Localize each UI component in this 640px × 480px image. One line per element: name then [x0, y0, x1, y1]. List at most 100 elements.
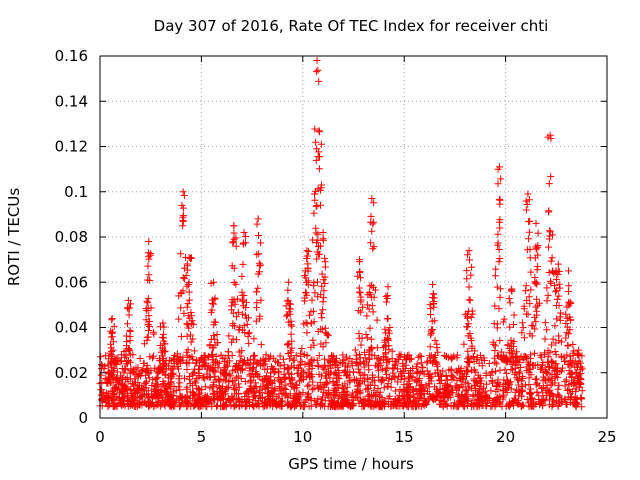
data-point: [114, 354, 122, 362]
data-point: [177, 289, 185, 297]
data-point: [317, 310, 325, 318]
data-point: [363, 385, 371, 393]
data-point: [455, 391, 463, 399]
data-point: [538, 385, 546, 392]
data-point: [263, 381, 271, 389]
data-point: [324, 389, 332, 397]
data-point: [539, 377, 547, 385]
data-point: [110, 403, 118, 411]
data-point: [201, 352, 209, 360]
data-point: [310, 356, 318, 364]
data-point: [161, 402, 169, 410]
data-point: [236, 362, 244, 370]
data-point: [243, 320, 251, 328]
data-point: [377, 378, 385, 386]
data-point: [303, 351, 311, 359]
data-point: [242, 398, 250, 406]
data-point: [354, 272, 362, 280]
data-point: [548, 254, 556, 262]
data-point: [567, 393, 575, 401]
data-point: [241, 378, 249, 385]
data-point: [551, 374, 559, 382]
data-point: [310, 209, 318, 217]
data-point: [496, 224, 504, 232]
data-point: [575, 346, 583, 354]
data-point: [482, 369, 490, 377]
data-point: [476, 351, 484, 359]
data-point: [527, 286, 535, 294]
data-point: [217, 403, 225, 410]
data-point: [241, 311, 249, 319]
data-point: [442, 352, 450, 360]
data-point: [493, 283, 501, 291]
data-point: [464, 368, 472, 376]
chart-title: Day 307 of 2016, Rate Of TEC Index for r…: [154, 17, 549, 35]
data-point: [206, 373, 214, 381]
data-point: [338, 360, 346, 368]
data-point: [487, 403, 495, 411]
data-point: [175, 356, 182, 364]
data-point: [572, 368, 580, 376]
data-point: [150, 352, 157, 360]
data-point: [548, 403, 556, 410]
data-point: [412, 385, 420, 393]
data-point: [363, 358, 371, 366]
data-point: [183, 320, 191, 328]
data-point: [286, 375, 293, 382]
data-point: [184, 352, 192, 360]
data-point: [532, 381, 540, 389]
data-point: [148, 382, 156, 389]
data-point: [185, 253, 193, 261]
data-point: [496, 255, 504, 262]
data-point: [552, 302, 560, 309]
data-point: [518, 401, 526, 409]
data-point: [400, 392, 408, 400]
data-point: [153, 390, 161, 398]
data-point: [431, 336, 439, 344]
data-point: [144, 295, 152, 303]
data-point: [356, 289, 364, 297]
data-point: [210, 300, 217, 308]
data-point: [367, 239, 375, 247]
data-point: [188, 353, 196, 361]
data-point: [503, 355, 511, 363]
data-point: [231, 300, 239, 308]
data-point: [450, 399, 458, 407]
data-point: [454, 392, 462, 400]
data-point: [259, 360, 267, 368]
data-point: [515, 368, 523, 376]
data-point: [543, 326, 551, 334]
data-point: [313, 382, 321, 390]
data-point: [381, 353, 389, 361]
data-point: [110, 391, 118, 399]
data-point: [464, 355, 472, 363]
data-point: [315, 77, 323, 85]
data-point: [107, 360, 115, 368]
data-point: [322, 339, 330, 347]
data-point: [442, 390, 449, 398]
data-point: [243, 298, 250, 306]
data-point: [156, 342, 164, 349]
data-point: [496, 293, 504, 301]
data-point: [233, 362, 241, 370]
data-point: [238, 347, 246, 355]
data-point: [530, 361, 538, 369]
data-point: [516, 369, 524, 377]
data-point: [145, 255, 153, 263]
data-point: [394, 365, 402, 373]
data-point: [132, 379, 139, 387]
data-point: [170, 402, 177, 410]
data-point: [457, 381, 465, 389]
data-point: [292, 402, 300, 409]
y-axis-label: ROTI / TECUs: [5, 188, 23, 286]
data-point: [467, 313, 475, 321]
data-point: [159, 319, 167, 327]
data-point: [109, 346, 117, 354]
data-point: [468, 307, 476, 315]
data-point: [145, 238, 153, 245]
data-point: [214, 401, 221, 409]
data-point: [545, 208, 552, 216]
data-point: [320, 276, 328, 284]
data-point: [523, 201, 531, 208]
data-point: [125, 398, 133, 405]
